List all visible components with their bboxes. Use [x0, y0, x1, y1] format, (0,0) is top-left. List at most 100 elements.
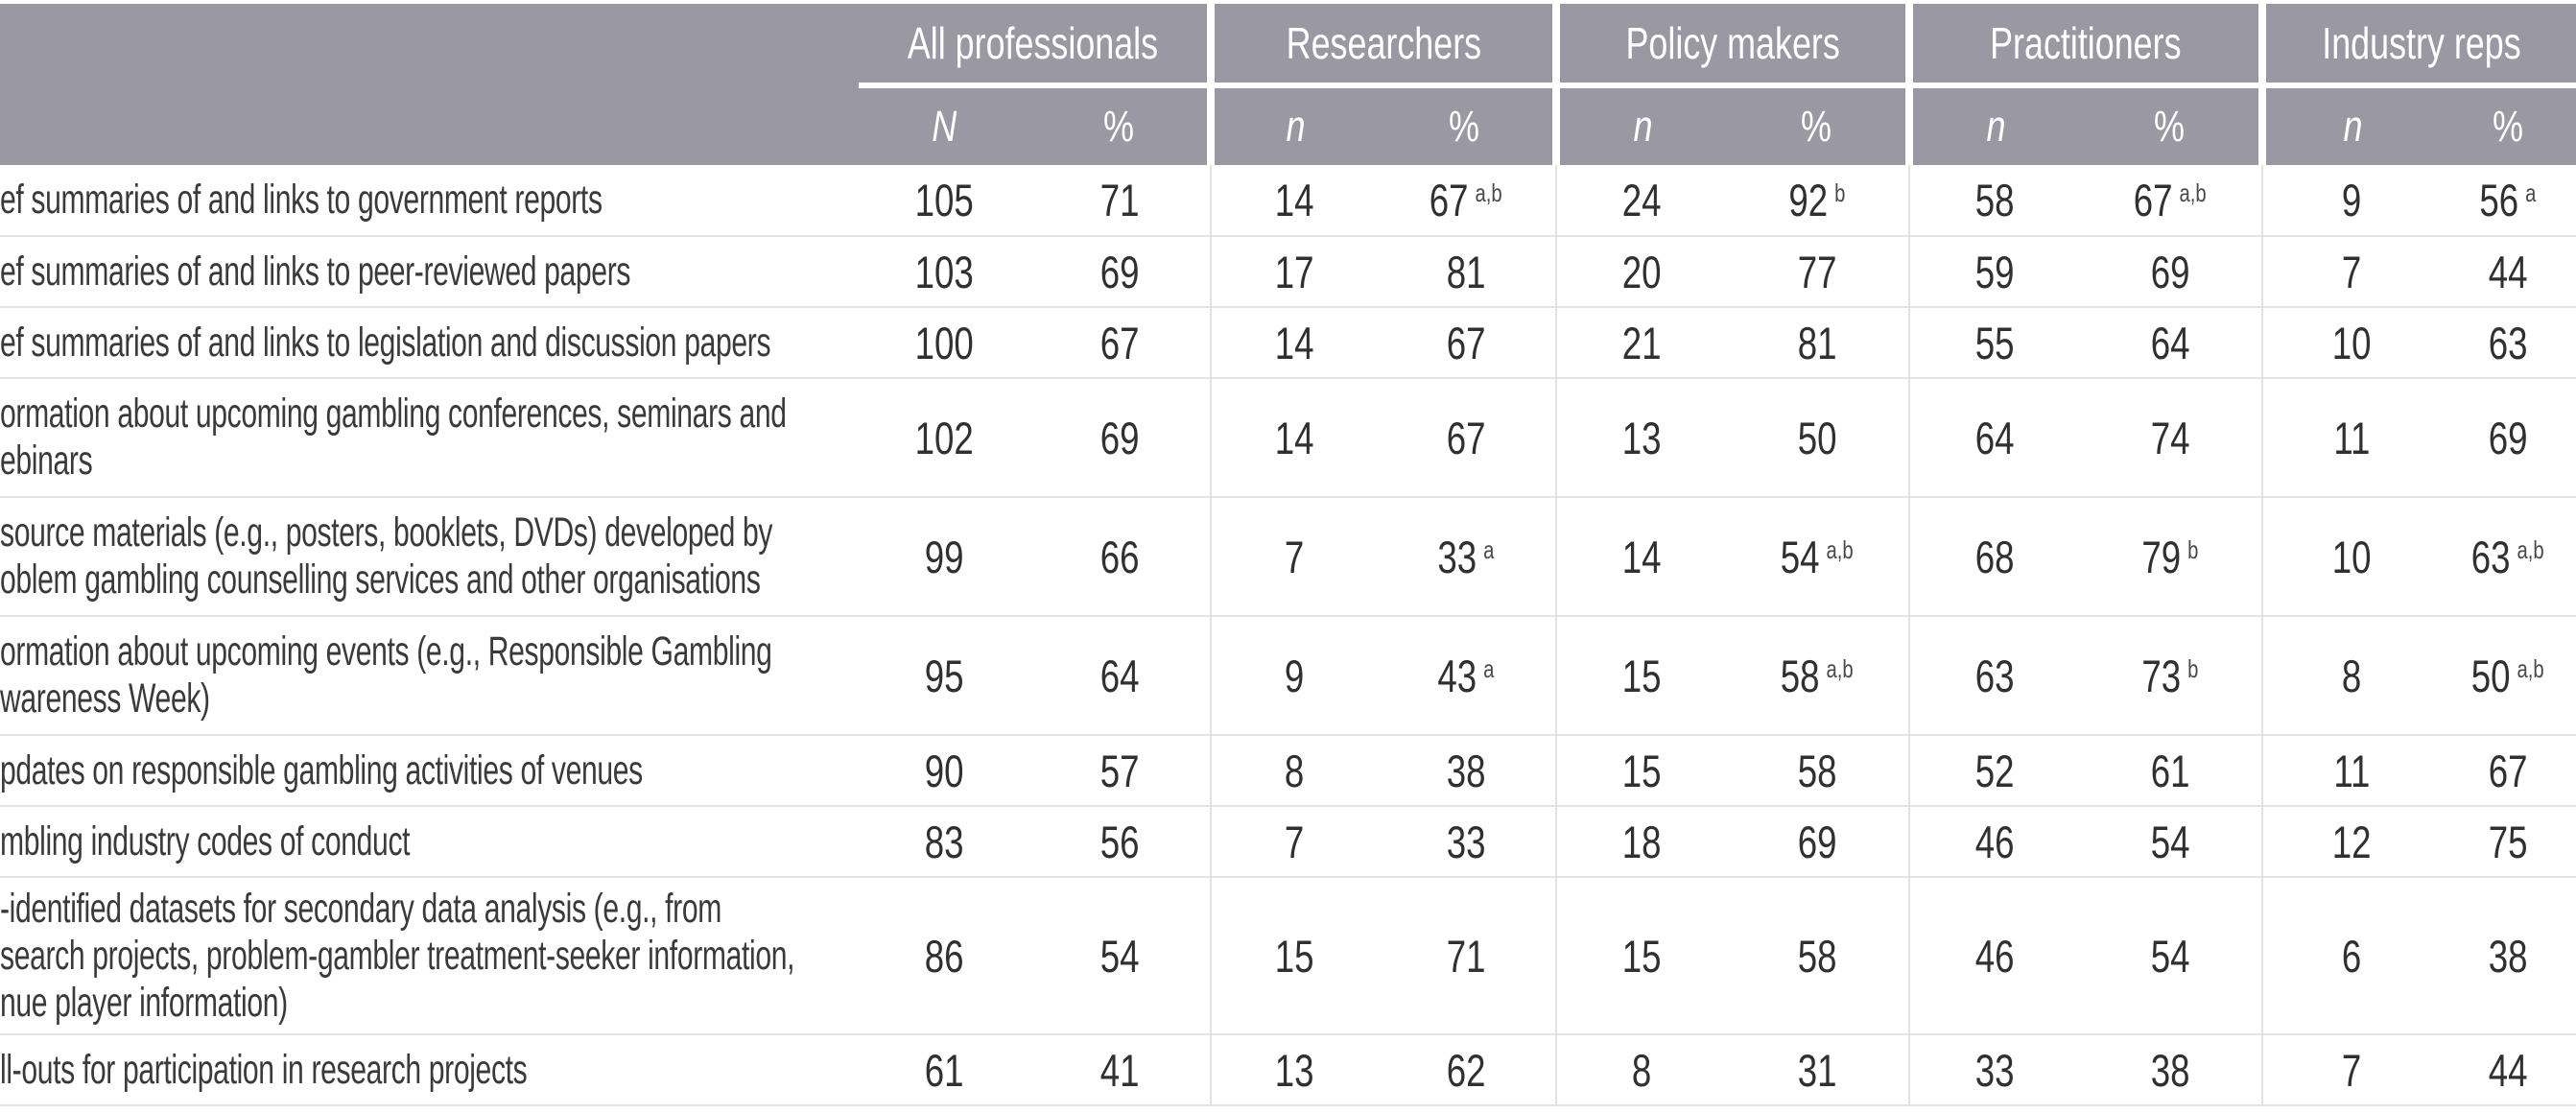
pct-cell: 41	[1030, 1034, 1211, 1106]
pct-cell: 56 a	[2440, 165, 2576, 237]
n-cell: 90	[859, 735, 1030, 807]
column-group-label: Practitioners	[1990, 18, 2182, 68]
cell-value: 33	[1437, 531, 1477, 582]
n-cell: 14	[1210, 378, 1377, 498]
cell-value: 55	[1974, 317, 2015, 368]
row-label-cell: ll-outs for participation in research pr…	[0, 1034, 859, 1106]
row-label: ef summaries of and links to government …	[0, 177, 859, 224]
significance-superscript: a,b	[1826, 534, 1855, 564]
n-cell: 52	[1908, 735, 2080, 807]
cell-value: 69	[1797, 816, 1837, 867]
n-cell: 14	[1210, 165, 1377, 237]
row-label-line: ormation about upcoming events (e.g., Re…	[0, 628, 772, 675]
n-cell: 11	[2261, 378, 2441, 498]
group-header-practitioners: Practitioners	[1905, 4, 2263, 88]
cell-value: 9	[1284, 650, 1305, 701]
pct-cell: 62	[1377, 1034, 1556, 1106]
n-cell: 9	[2261, 165, 2441, 237]
cell-value: 33	[1446, 816, 1486, 867]
pct-cell: 31	[1726, 1034, 1910, 1106]
cell-value: 50	[1797, 412, 1837, 463]
cell-value: 67	[2488, 745, 2528, 796]
n-cell: 105	[859, 165, 1030, 237]
pct-cell: 69	[1030, 236, 1211, 308]
cell-value: 69	[2488, 412, 2528, 463]
pct-cell: 81	[1726, 307, 1910, 379]
cell-value: 66	[1100, 531, 1140, 582]
pct-cell: 57	[1030, 735, 1211, 807]
pct-cell: 64	[1030, 616, 1211, 736]
cell-value: 10	[2331, 531, 2372, 582]
table-row: mbling industry codes of conduct 83 56 7 33…	[0, 806, 2576, 878]
cell-value: 67	[1446, 317, 1486, 368]
n-cell: 63	[1908, 616, 2080, 736]
row-label-cell: ormation about upcoming events (e.g., Re…	[0, 616, 859, 736]
cell-value: 99	[925, 531, 964, 582]
n-cell: 103	[859, 236, 1030, 308]
column-group-label: Researchers	[1286, 18, 1481, 68]
cell-value: 17	[1274, 246, 1314, 297]
group-header-policy-makers: Policy makers	[1551, 4, 1910, 88]
n-cell: 7	[2261, 236, 2441, 308]
cell-value: 54	[2150, 816, 2190, 867]
pct-cell: 61	[2079, 735, 2263, 807]
percent-column-header: %	[1726, 85, 1910, 165]
cell-value: 102	[914, 412, 975, 463]
cell-value: 81	[1446, 246, 1486, 297]
stub-header-cell	[0, 4, 859, 165]
cell-value: 63	[2488, 317, 2528, 368]
n-cell: 20	[1555, 236, 1726, 308]
table-row: ormation about upcoming events (e.g., Re…	[0, 616, 2576, 736]
cell-value: 95	[925, 650, 964, 701]
cell-value: 41	[1100, 1044, 1140, 1096]
pct-cell: 54	[1030, 877, 1211, 1035]
row-label-line: ormation about upcoming gambling confere…	[0, 391, 787, 437]
row-label-line: ef summaries of and links to legislation…	[0, 319, 771, 366]
row-label: ormation about upcoming events (e.g., Re…	[0, 628, 859, 722]
pct-cell: 66	[1030, 497, 1211, 617]
n-cell: 58	[1908, 165, 2080, 237]
n-cell: 55	[1908, 307, 2080, 379]
cell-value: 92	[1788, 175, 1829, 225]
cell-value: 58	[1797, 930, 1837, 982]
row-label-line: ef summaries of and links to peer-review…	[0, 248, 631, 295]
cell-value: 61	[2150, 745, 2190, 796]
cell-value: 13	[1621, 412, 1662, 463]
cell-value: 105	[914, 175, 975, 225]
cell-value: 50	[2471, 650, 2511, 701]
cell-value: 6	[2341, 930, 2362, 982]
n-cell: 68	[1908, 497, 2080, 617]
table-row: ef summaries of and links to government …	[0, 165, 2576, 237]
n-cell: 24	[1555, 165, 1726, 237]
pct-cell: 63 a,b	[2440, 497, 2576, 617]
n-cell: 102	[859, 378, 1030, 498]
n-cell: 15	[1210, 877, 1377, 1035]
n-cell: 15	[1555, 616, 1726, 736]
n-cell: 46	[1908, 877, 2080, 1035]
n-cell: 21	[1555, 307, 1726, 379]
cell-value: 52	[1974, 745, 2015, 796]
cell-value: 15	[1274, 930, 1314, 982]
cell-value: 46	[1974, 930, 2015, 982]
pct-cell: 33	[1377, 806, 1556, 878]
pct-cell: 73 b	[2079, 616, 2263, 736]
n-cell: 10	[2261, 307, 2441, 379]
n-column-header: n	[1905, 85, 2080, 165]
n-cell: 13	[1210, 1034, 1377, 1106]
pct-cell: 71	[1030, 165, 1211, 237]
cell-value: 8	[1284, 745, 1305, 796]
significance-superscript: a	[1483, 653, 1495, 683]
cell-value: 71	[1446, 930, 1486, 982]
n-cell: 59	[1908, 236, 2080, 308]
n-column-header: N	[859, 85, 1030, 165]
n-cell: 99	[859, 497, 1030, 617]
n-cell: 6	[2261, 877, 2441, 1035]
table-row: ef summaries of and links to legislation…	[0, 307, 2576, 379]
n-cell: 10	[2261, 497, 2441, 617]
n-cell: 7	[2261, 1034, 2441, 1106]
significance-superscript: a,b	[2179, 178, 2208, 207]
n-cell: 46	[1908, 806, 2080, 878]
n-cell: 100	[859, 307, 1030, 379]
cell-value: 67	[1100, 317, 1140, 368]
row-label: pdates on responsible gambling activitie…	[0, 747, 859, 794]
